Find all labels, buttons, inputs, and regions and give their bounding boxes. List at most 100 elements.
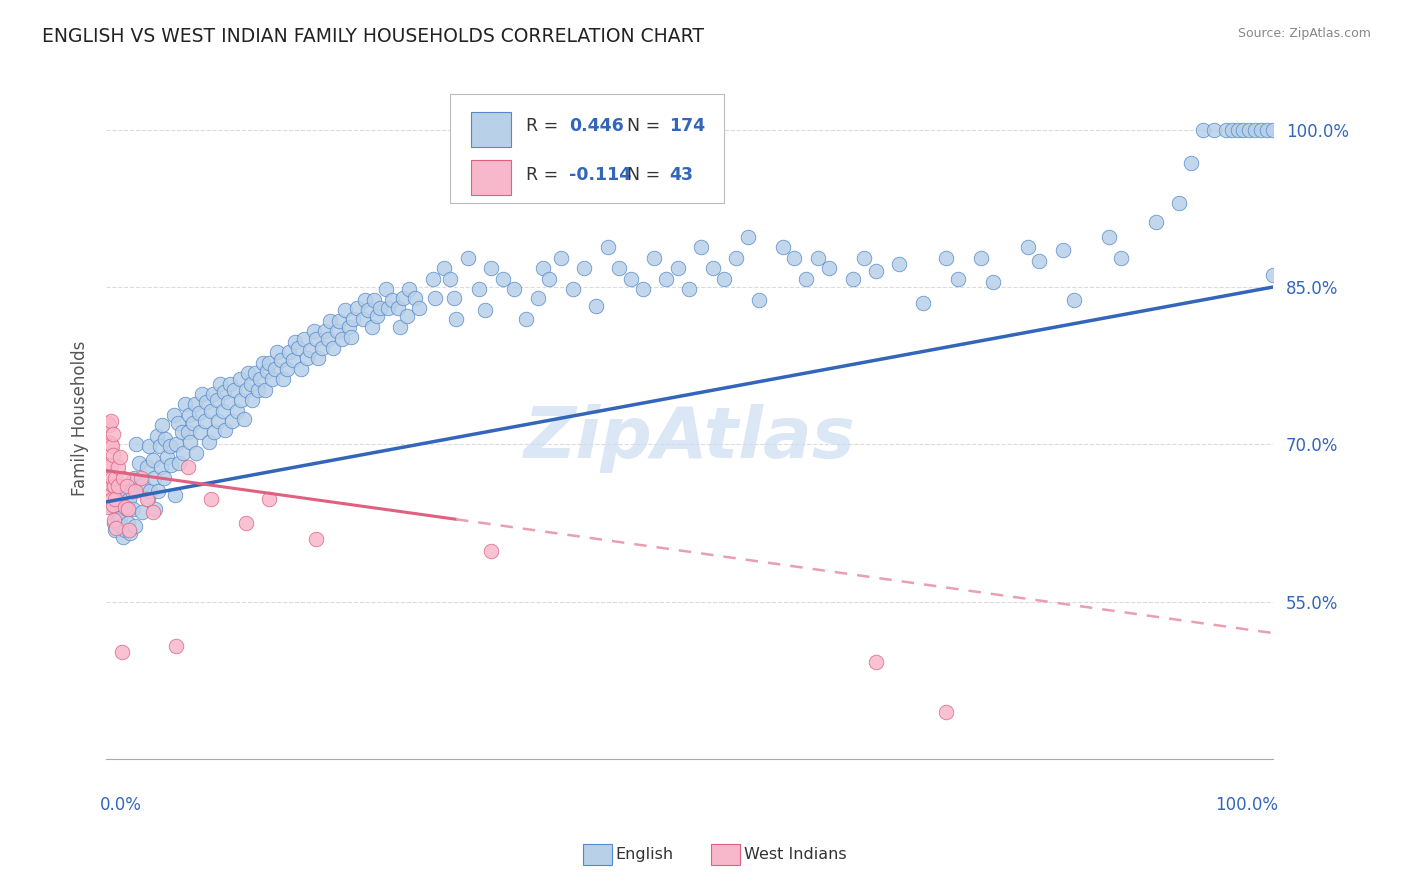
Point [352, 311, 374, 326]
Point [111, 645, 134, 659]
Point [209, 376, 232, 391]
Point [239, 376, 262, 391]
Point [783, 251, 806, 265]
Point [218, 376, 240, 391]
Point [135, 460, 157, 475]
Point [596, 240, 619, 254]
Point [107, 479, 129, 493]
Point [772, 240, 794, 254]
Point [333, 303, 356, 318]
Point [125, 437, 148, 451]
Point [666, 261, 689, 276]
Point [112, 530, 135, 544]
Point [935, 705, 957, 719]
Point [104, 471, 127, 485]
Point [136, 491, 159, 506]
Text: -0.114: -0.114 [569, 166, 631, 184]
Point [281, 353, 304, 368]
Point [1052, 244, 1074, 258]
Point [368, 301, 391, 315]
Text: West Indians: West Indians [744, 847, 846, 862]
Point [311, 341, 333, 355]
Point [299, 343, 322, 357]
Text: R =: R = [526, 166, 564, 184]
Point [98, 435, 121, 450]
Point [342, 311, 364, 326]
Point [257, 355, 280, 369]
Point [284, 334, 307, 349]
Point [118, 523, 141, 537]
Text: 100.0%: 100.0% [1215, 797, 1278, 814]
Text: English: English [616, 847, 673, 862]
Point [129, 471, 152, 485]
Point [491, 271, 513, 285]
Point [515, 311, 537, 326]
Point [165, 639, 187, 653]
Point [946, 271, 969, 285]
Point [170, 425, 193, 439]
Point [1250, 123, 1272, 137]
Point [585, 299, 607, 313]
Point [124, 519, 146, 533]
Point [841, 271, 863, 285]
FancyBboxPatch shape [471, 160, 510, 195]
Point [146, 429, 169, 443]
Point [183, 397, 205, 411]
Point [607, 261, 630, 276]
Point [631, 282, 654, 296]
Point [114, 500, 136, 515]
Point [179, 435, 201, 450]
Point [135, 491, 157, 506]
Point [561, 282, 583, 296]
Point [328, 313, 350, 327]
Point [981, 275, 1004, 289]
Point [387, 301, 409, 315]
Point [108, 450, 131, 464]
Point [105, 521, 128, 535]
Point [357, 303, 380, 318]
Point [246, 383, 269, 397]
Point [129, 479, 152, 493]
Point [200, 404, 222, 418]
Point [100, 500, 122, 515]
Point [101, 498, 124, 512]
Point [184, 446, 207, 460]
Point [165, 437, 187, 451]
Point [197, 435, 219, 450]
Point [818, 261, 841, 276]
Point [550, 251, 572, 265]
Point [177, 408, 200, 422]
Point [935, 251, 957, 265]
Point [678, 282, 700, 296]
Point [124, 484, 146, 499]
Point [346, 301, 368, 315]
Point [194, 414, 217, 428]
Point [169, 456, 191, 470]
Point [853, 251, 876, 265]
Point [295, 351, 318, 366]
Point [690, 240, 713, 254]
Point [433, 261, 456, 276]
Point [340, 330, 363, 344]
Point [121, 484, 143, 499]
Point [1063, 293, 1085, 307]
Point [202, 425, 225, 439]
Point [195, 395, 218, 409]
Point [108, 498, 131, 512]
Text: N =: N = [627, 118, 666, 136]
Point [97, 500, 120, 515]
Point [117, 516, 139, 530]
Point [1180, 156, 1202, 170]
Point [238, 366, 260, 380]
FancyBboxPatch shape [471, 112, 510, 147]
Point [444, 311, 467, 326]
Point [574, 261, 596, 276]
Point [330, 333, 353, 347]
Point [139, 484, 162, 499]
Point [214, 423, 236, 437]
Point [643, 251, 665, 265]
Point [439, 271, 461, 285]
Point [174, 397, 197, 411]
Point [103, 516, 125, 530]
Point [115, 502, 138, 516]
